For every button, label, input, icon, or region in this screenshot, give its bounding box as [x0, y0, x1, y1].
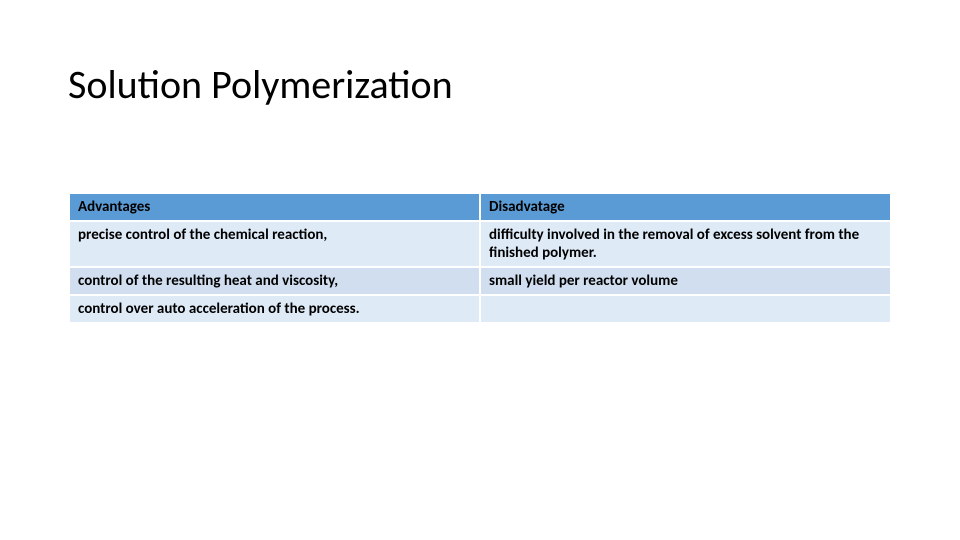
table-cell: precise control of the chemical reaction…	[69, 221, 480, 267]
table-header-disadvantage: Disadvatage	[480, 193, 891, 221]
table-header-row: Advantages Disadvatage	[69, 193, 891, 221]
comparison-table: Advantages Disadvatage precise control o…	[68, 192, 892, 324]
table-cell: small yield per reactor volume	[480, 267, 891, 295]
table-row: precise control of the chemical reaction…	[69, 221, 891, 267]
table-row: control of the resulting heat and viscos…	[69, 267, 891, 295]
table-row: control over auto acceleration of the pr…	[69, 295, 891, 323]
table-cell	[480, 295, 891, 323]
table-cell: difficulty involved in the removal of ex…	[480, 221, 891, 267]
table-cell: control of the resulting heat and viscos…	[69, 267, 480, 295]
table-cell: control over auto acceleration of the pr…	[69, 295, 480, 323]
table-header-advantages: Advantages	[69, 193, 480, 221]
slide-title: Solution Polymerization	[68, 60, 453, 109]
